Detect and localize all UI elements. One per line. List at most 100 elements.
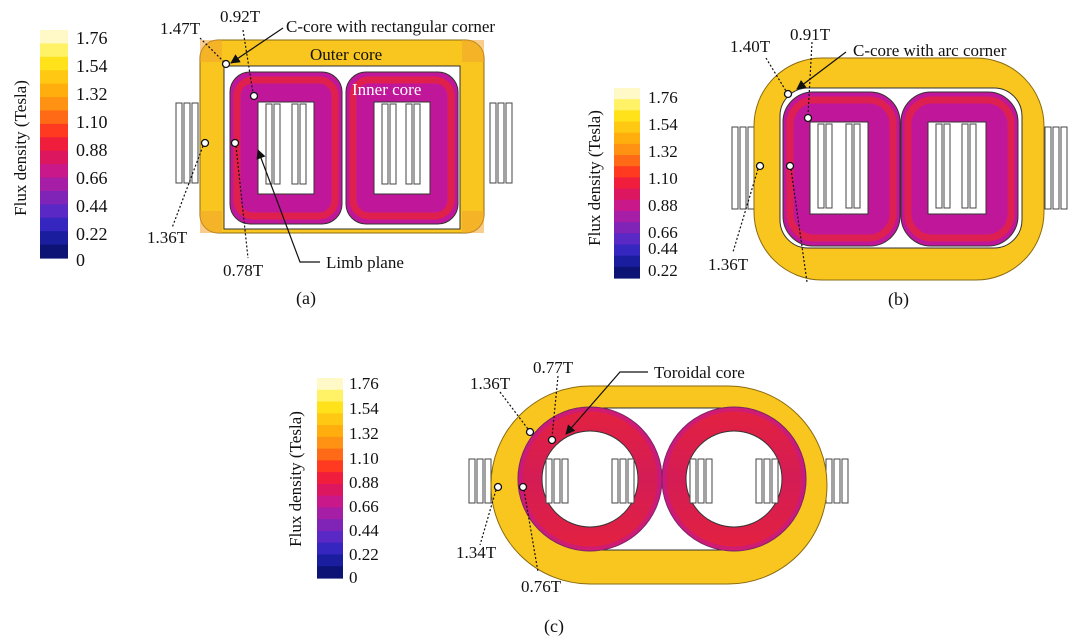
colorbar-b-tick-1: 1.54: [648, 115, 678, 134]
colorbar-swatch: [317, 530, 343, 544]
colorbar-swatch: [614, 155, 640, 167]
colorbar-swatch: [40, 123, 68, 138]
colorbar-a-tick-5: 0.66: [76, 168, 108, 188]
colorbar-swatch: [317, 472, 343, 485]
inner-core-a-left: [229, 71, 343, 225]
colorbar-b-ticks: 1.76 1.54 1.32 1.10 0.88 0.66 0.44 0.22: [648, 88, 678, 280]
colorbar-b-tick-5: 0.66: [648, 223, 678, 242]
colorbar-swatch: [40, 204, 68, 219]
colorbar-swatch: [40, 244, 68, 259]
colorbar-swatch: [317, 542, 343, 556]
limb-plane-label: Limb plane: [326, 253, 404, 272]
winding-b-inner: [817, 123, 977, 209]
leaders-b: [732, 41, 847, 283]
colorbar-swatch: [40, 217, 68, 232]
value-b-140: 1.40T: [730, 37, 771, 56]
colorbar-swatch: [317, 566, 343, 579]
colorbar-swatch: [40, 177, 68, 192]
toroid-c-right: [661, 406, 807, 552]
colorbar-b: Flux density (Tesla) 1.76 1.54 1.32 1.10…: [585, 88, 678, 280]
colorbar-b-tick-6: 0.44: [648, 239, 678, 258]
colorbar-swatch: [40, 70, 68, 85]
value-c-076: 0.76T: [521, 577, 562, 596]
colorbar-c-tick-6: 0.44: [349, 521, 379, 540]
probe-b-140: [783, 89, 793, 99]
colorbar-a-tick-8: 0: [76, 250, 85, 270]
probe-b-091: [803, 113, 813, 123]
colorbar-a-title: Flux density (Tesla): [11, 80, 30, 216]
colorbar-swatch: [614, 188, 640, 201]
winding-a-left: [175, 102, 199, 184]
inner-core-a-right: [345, 71, 459, 225]
colorbar-swatch: [614, 210, 640, 223]
colorbar-c-tick-1: 1.54: [349, 399, 379, 418]
probe-a-147: [221, 59, 231, 69]
colorbar-swatch: [317, 495, 343, 509]
leaders-a: [171, 27, 320, 263]
colorbar-b-tick-3: 1.10: [648, 169, 678, 188]
probe-c-077: [547, 435, 557, 445]
winding-b-right: [1044, 126, 1068, 210]
colorbar-swatch: [40, 110, 68, 125]
colorbar-swatch: [614, 233, 640, 246]
colorbar-a-tick-2: 1.32: [76, 84, 108, 104]
colorbar-c: Flux density (Tesla) 1.76 1.54 1.32 1.10…: [286, 374, 379, 587]
colorbar-c-tick-4: 0.88: [349, 473, 379, 492]
probe-a-078: [230, 138, 240, 148]
colorbar-swatch: [614, 121, 640, 134]
leaders-c: [479, 371, 648, 573]
colorbar-swatch: [317, 378, 343, 391]
colorbar-c-tick-5: 0.66: [349, 497, 379, 516]
colorbar-a-tick-3: 1.10: [76, 112, 108, 132]
value-a-136: 1.36T: [147, 228, 188, 247]
colorbar-swatch: [40, 97, 68, 112]
value-b-136: 1.36T: [708, 255, 749, 274]
winding-a-inner: [265, 103, 421, 185]
colorbar-swatch: [40, 164, 68, 179]
value-a-147: 1.47T: [160, 19, 201, 38]
colorbar-c-tick-8: 0: [349, 568, 358, 587]
caption-b: (b): [888, 289, 909, 310]
colorbar-swatch: [317, 389, 343, 403]
colorbar-swatch: [614, 143, 640, 156]
colorbar-a-tick-4: 0.88: [76, 140, 108, 160]
colorbar-swatch: [40, 137, 68, 152]
colorbar-swatch: [40, 30, 68, 45]
inner-core-a-label: Inner core: [352, 80, 421, 99]
colorbar-a-tick-6: 0.44: [76, 196, 108, 216]
probe-b-136a: [755, 161, 765, 171]
colorbar-b-tick-4: 0.88: [648, 196, 678, 215]
caption-c: (c): [544, 616, 564, 637]
colorbar-swatch: [317, 448, 343, 461]
panel-b: 1.40T 0.91T C-core with arc corner 1.36T…: [708, 25, 1068, 310]
colorbar-swatch: [317, 460, 343, 473]
colorbar-swatch: [317, 507, 343, 520]
colorbar-swatch: [614, 88, 640, 100]
colorbar-swatch: [614, 199, 640, 212]
toroid-c-left: [517, 406, 663, 552]
colorbar-swatch: [614, 177, 640, 190]
colorbar-swatch: [317, 425, 343, 438]
colorbar-c-ticks: 1.76 1.54 1.32 1.10 0.88 0.66 0.44 0.22 …: [349, 374, 379, 587]
colorbar-swatch: [40, 83, 68, 98]
colorbar-swatch: [614, 255, 640, 268]
probe-c-136: [525, 427, 535, 437]
colorbar-swatch: [317, 401, 343, 414]
colorbar-swatch: [614, 266, 640, 279]
winding-b-left: [731, 126, 755, 210]
winding-a-right: [489, 102, 513, 184]
colorbar-a-tick-0: 1.76: [76, 28, 108, 48]
colorbar-c-title: Flux density (Tesla): [286, 411, 305, 547]
value-c-136: 1.36T: [470, 374, 511, 393]
probe-c-076: [518, 482, 528, 492]
colorbar-swatch: [40, 190, 68, 205]
colorbar-c-tick-3: 1.10: [349, 449, 379, 468]
probe-b-136b: [785, 161, 795, 171]
colorbar-swatch: [614, 166, 640, 179]
colorbar-swatch: [40, 56, 68, 71]
colorbar-b-tick-7: 0.22: [648, 261, 678, 280]
colorbar-swatch: [317, 554, 343, 567]
colorbar-swatch: [614, 99, 640, 111]
title-a: C-core with rectangular corner: [286, 17, 495, 36]
